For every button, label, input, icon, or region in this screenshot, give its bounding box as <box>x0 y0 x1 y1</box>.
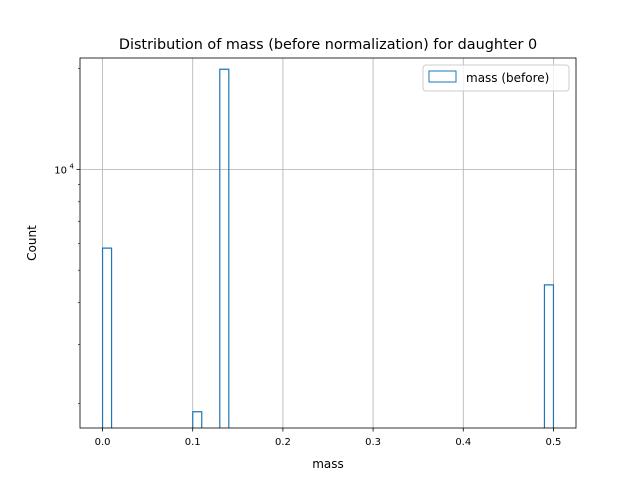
legend-frame <box>422 64 570 92</box>
y-tick-label-exponent: 4 <box>70 162 75 170</box>
x-axis-ticks: 0.0 0.1 0.2 0.3 0.4 0.5 <box>95 428 562 448</box>
y-axis-ticks: 10 4 <box>54 68 80 404</box>
x-tick-label: 0.3 <box>365 437 381 448</box>
y-axis-label: Count <box>25 225 39 261</box>
histogram-bars <box>101 68 555 428</box>
histogram-bar <box>101 247 113 428</box>
y-tick-label: 10 <box>54 165 67 176</box>
x-tick-label: 0.2 <box>275 437 291 448</box>
x-axis-label: mass <box>312 457 344 471</box>
x-tick-label: 0.0 <box>95 437 111 448</box>
histogram-bar <box>543 284 555 428</box>
histogram-bar <box>192 411 203 428</box>
legend: mass (before) <box>422 64 570 92</box>
x-tick-label: 0.5 <box>546 437 562 448</box>
histogram-bar <box>219 68 230 428</box>
chart-title: Distribution of mass (before normalizati… <box>119 37 537 53</box>
x-tick-label: 0.1 <box>185 437 201 448</box>
x-tick-label: 0.4 <box>455 437 471 448</box>
legend-swatch <box>428 70 457 83</box>
axes-frame <box>79 57 577 429</box>
legend-label: mass (before) <box>466 71 549 85</box>
